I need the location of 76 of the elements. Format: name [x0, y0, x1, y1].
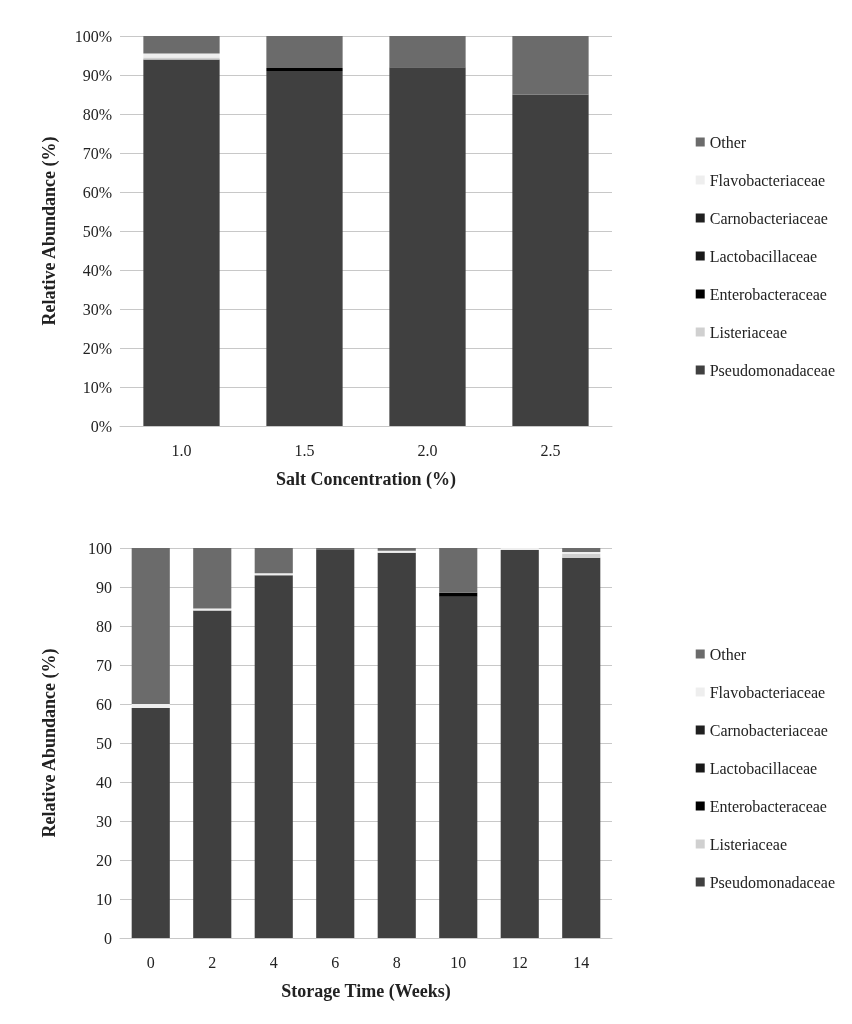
x-tick-label: 8 [392, 953, 401, 971]
legend-label: Other [709, 645, 747, 663]
legend-label: Pseudomonadaceae [709, 361, 835, 379]
y-tick-label: 0% [90, 417, 112, 435]
y-tick-label: 30 [96, 812, 112, 830]
y-tick-label: 50% [82, 222, 112, 240]
x-axis-title: Salt Concentration (%) [276, 469, 456, 490]
bar [254, 575, 293, 938]
x-tick-label: 4 [269, 953, 278, 971]
legend-label: Listeriaceae [709, 323, 787, 341]
y-tick-label: 80 [96, 617, 112, 635]
bar [500, 549, 539, 938]
bar [254, 548, 293, 574]
bar [512, 36, 589, 95]
legend-label: Listeriaceae [709, 835, 787, 853]
bar [389, 67, 466, 426]
legend-label: Lactobacillaceae [709, 247, 818, 265]
legend-label: Enterobacteraceae [709, 797, 827, 815]
y-tick-label: 100% [74, 27, 112, 45]
legend-label: Pseudomonadaceae [709, 873, 835, 891]
y-tick-label: 90% [82, 66, 112, 84]
y-tick-label: 30% [82, 300, 112, 318]
bar [316, 549, 355, 938]
legend-label: Carnobacteriaceae [709, 721, 828, 739]
bar [389, 36, 466, 68]
x-tick-label: 1.5 [294, 441, 315, 459]
x-tick-label: 2 [208, 953, 217, 971]
x-tick-label: 10 [450, 953, 467, 971]
bar [439, 592, 478, 597]
y-tick-label: 20% [82, 339, 112, 357]
y-tick-label: 40 [96, 773, 112, 791]
bar [131, 704, 170, 708]
bar [512, 94, 589, 426]
legend-label: Lactobacillaceae [709, 759, 818, 777]
legend-label: Flavobacteriaceae [709, 171, 826, 189]
bar [439, 596, 478, 938]
y-tick-label: 80% [82, 105, 112, 123]
legend-label: Flavobacteriaceae [709, 683, 826, 701]
bar [193, 610, 232, 938]
y-tick-label: 90 [96, 578, 112, 596]
y-tick-label: 70% [82, 144, 112, 162]
y-axis-title: Relative Abundance (%) [39, 136, 60, 326]
bar [562, 553, 601, 558]
legend-label: Enterobacteraceae [709, 285, 827, 303]
bar [266, 67, 343, 72]
x-tick-label: 14 [573, 953, 590, 971]
y-tick-label: 50 [96, 734, 112, 752]
bar [131, 707, 170, 938]
y-tick-label: 10% [82, 378, 112, 396]
x-tick-label: 12 [511, 953, 528, 971]
bar [143, 36, 220, 54]
x-tick-label: 2.5 [540, 441, 561, 459]
x-tick-label: 0 [146, 953, 155, 971]
bar [193, 548, 232, 609]
legend-label: Carnobacteriaceae [709, 209, 828, 227]
x-tick-label: 6 [331, 953, 340, 971]
bar [131, 548, 170, 704]
y-tick-label: 10 [96, 890, 112, 908]
legend-label: Other [709, 133, 747, 151]
bar [377, 552, 416, 938]
bar [266, 71, 343, 426]
bar [562, 557, 601, 938]
y-axis-title: Relative Abundance (%) [39, 648, 60, 838]
y-tick-label: 60 [96, 695, 112, 713]
x-tick-label: 2.0 [417, 441, 438, 459]
bar [439, 548, 478, 593]
y-tick-label: 0 [104, 929, 112, 947]
y-tick-label: 70 [96, 656, 112, 674]
bar [266, 36, 343, 68]
y-tick-label: 20 [96, 851, 112, 869]
x-tick-label: 1.0 [171, 441, 192, 459]
y-tick-label: 40% [82, 261, 112, 279]
bar [143, 59, 220, 426]
y-tick-label: 100 [88, 539, 112, 557]
y-tick-label: 60% [82, 183, 112, 201]
x-axis-title: Storage Time (Weeks) [281, 981, 451, 1002]
